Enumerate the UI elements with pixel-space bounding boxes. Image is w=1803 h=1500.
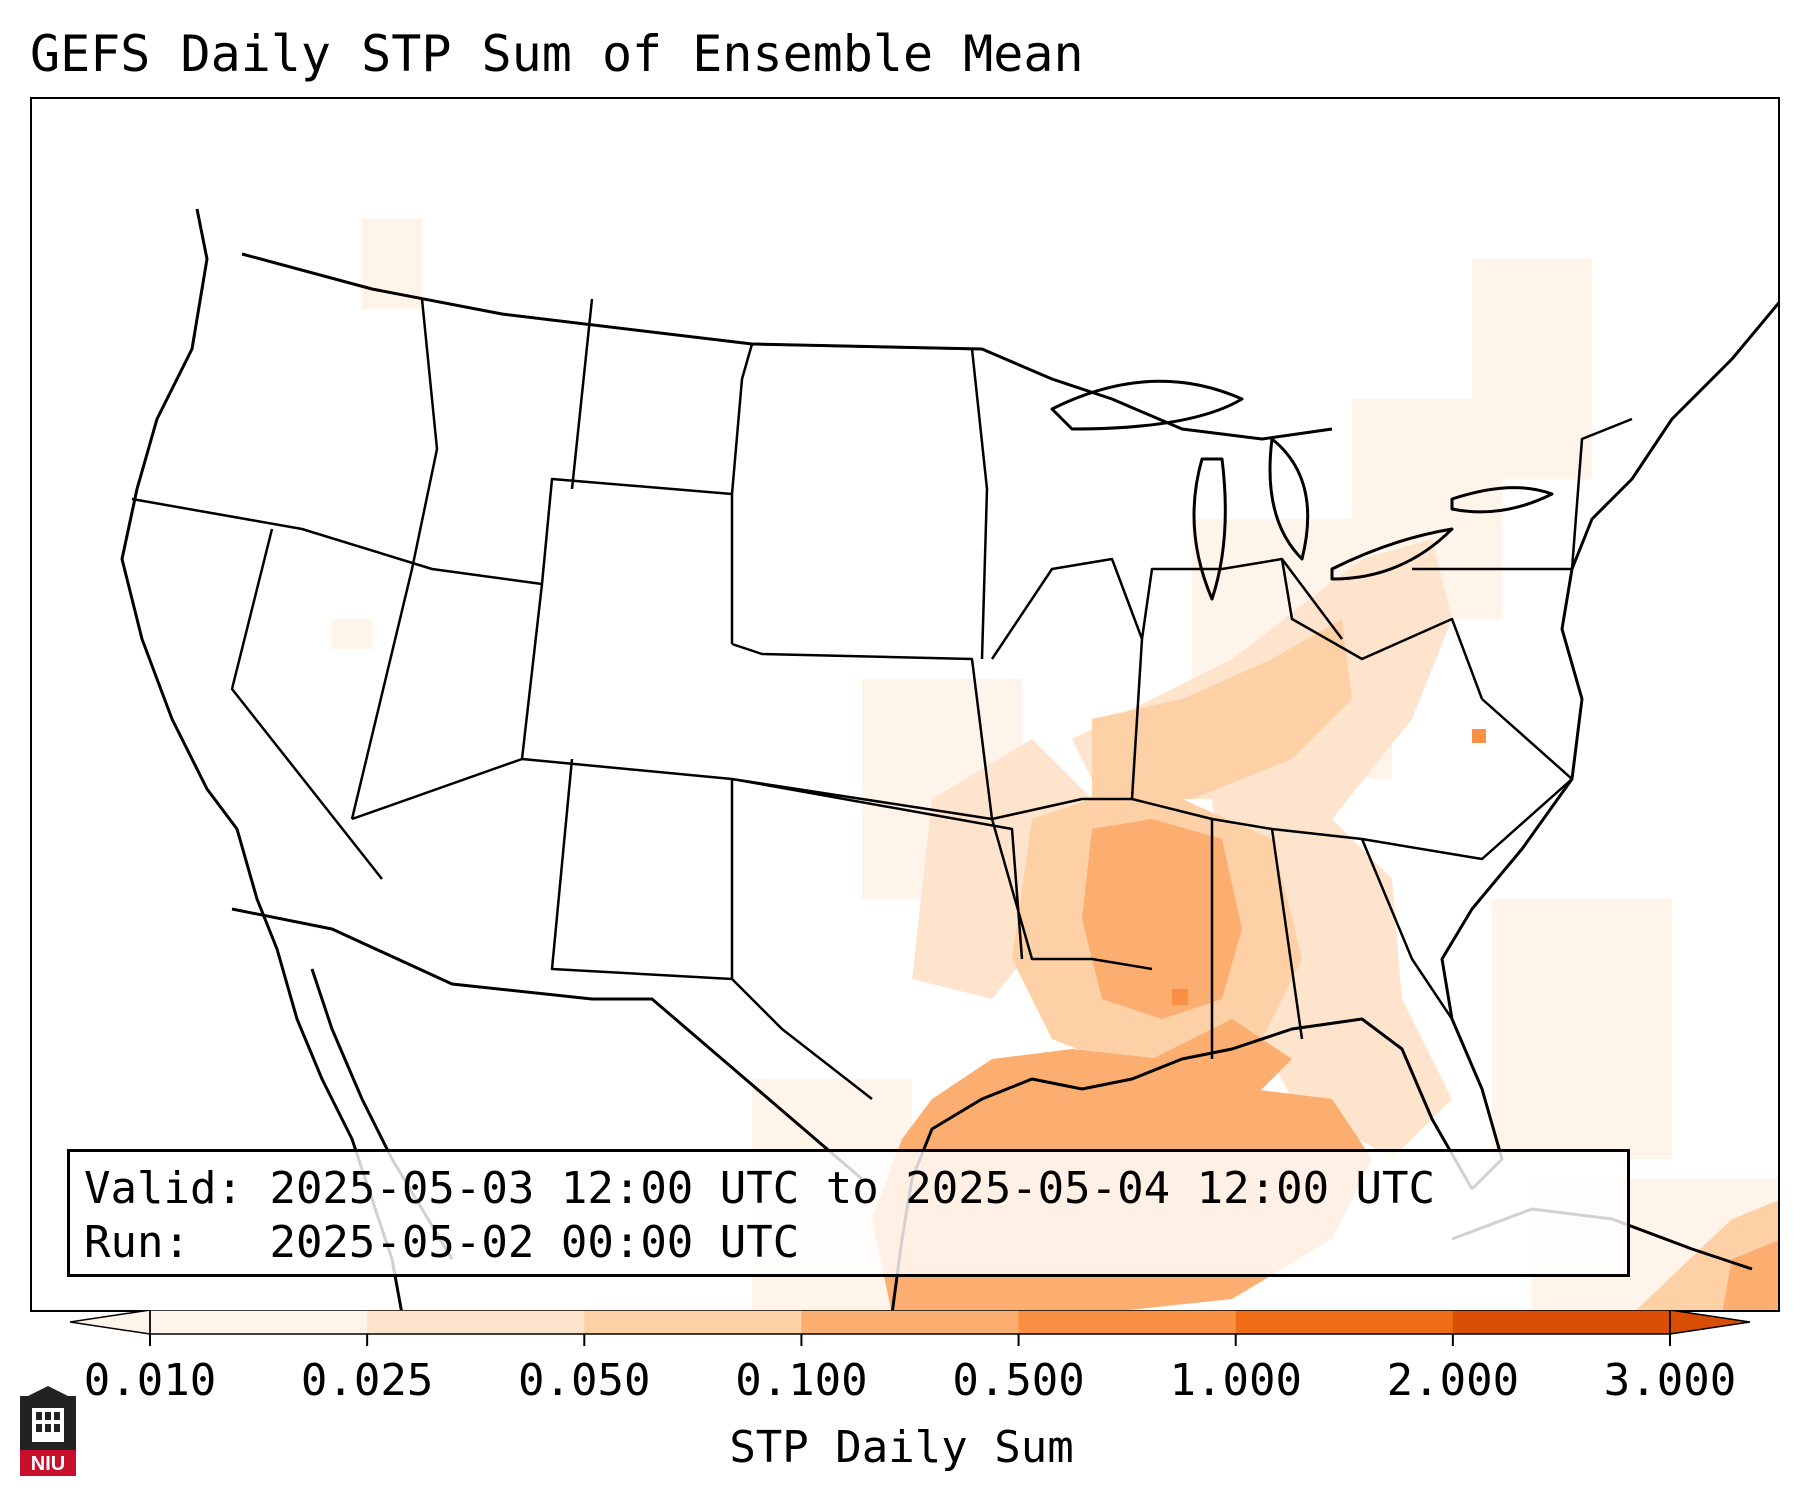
colorbar-segment — [367, 1310, 585, 1334]
colorbar-extend-max — [1669, 1310, 1750, 1335]
map-title: GEFS Daily STP Sum of Ensemble Mean — [30, 25, 1084, 83]
lake-michigan — [1192, 457, 1227, 601]
valid-value: 2025-05-03 12:00 UTC to 2025-05-04 12:00… — [269, 1163, 1436, 1214]
colorbar-tick-label: 0.500 — [952, 1355, 1085, 1406]
canada-border — [241, 252, 1333, 441]
colorbar-segment — [584, 1310, 802, 1334]
lake-erie — [1330, 527, 1454, 581]
field-peak-virginia — [1472, 729, 1486, 743]
colorbar-tick-label: 1.000 — [1169, 1355, 1302, 1406]
colorbar-extend-min — [70, 1310, 151, 1335]
colorbar-segment — [150, 1310, 368, 1334]
run-label: Run: — [84, 1217, 190, 1268]
field-patch-arklatex — [912, 739, 1092, 999]
lake-superior — [1050, 379, 1244, 431]
field-patch-atlantic — [1492, 899, 1672, 1159]
niu-logo: NIU — [20, 1386, 76, 1476]
state-borders — [131, 298, 1633, 1100]
field-patch-tennessee — [1092, 619, 1352, 799]
colorbar-segment — [1452, 1310, 1671, 1334]
colorbar-segment — [1235, 1310, 1454, 1334]
field-patch-nv — [332, 619, 372, 649]
valid-run-box: Valid: 2025-05-03 12:00 UTC to 2025-05-0… — [67, 1149, 1630, 1277]
colorbar-tick-label: 0.050 — [518, 1355, 651, 1406]
lake-ontario — [1450, 486, 1554, 514]
mexico-border — [231, 907, 863, 1181]
run-value: 2025-05-02 00:00 UTC — [269, 1217, 800, 1268]
colorbar — [70, 1310, 1750, 1346]
colorbar-tick-label: 2.000 — [1386, 1355, 1520, 1406]
colorbar-tick-label: 3.000 — [1603, 1355, 1737, 1406]
colorbar-tick-label: 0.010 — [83, 1355, 217, 1406]
field-core-ms-al — [1082, 819, 1242, 1019]
colorbar-tick-label: 0.025 — [300, 1355, 434, 1406]
colorbar-outline — [149, 1310, 1671, 1335]
colorbar-segment — [801, 1310, 1020, 1334]
lake-huron — [1268, 437, 1310, 561]
logo-text: NIU — [31, 1453, 65, 1475]
colorbar-label: STP Daily Sum — [729, 1422, 1074, 1473]
conus-map — [120, 208, 1778, 1310]
valid-label: Valid: — [84, 1163, 243, 1214]
atlantic-coastline — [1440, 301, 1778, 1191]
field-core-panhandle — [1152, 1019, 1292, 1099]
colorbar-segment — [1018, 1310, 1237, 1334]
field-core-caribbean — [1722, 1240, 1778, 1310]
map-panel: Valid: 2025-05-03 12:00 UTC to 2025-05-0… — [30, 97, 1780, 1312]
pacific-coastline — [120, 208, 403, 1310]
field-peak-gulfcoast — [1172, 989, 1188, 1005]
colorbar-tick-label: 0.100 — [735, 1355, 868, 1406]
